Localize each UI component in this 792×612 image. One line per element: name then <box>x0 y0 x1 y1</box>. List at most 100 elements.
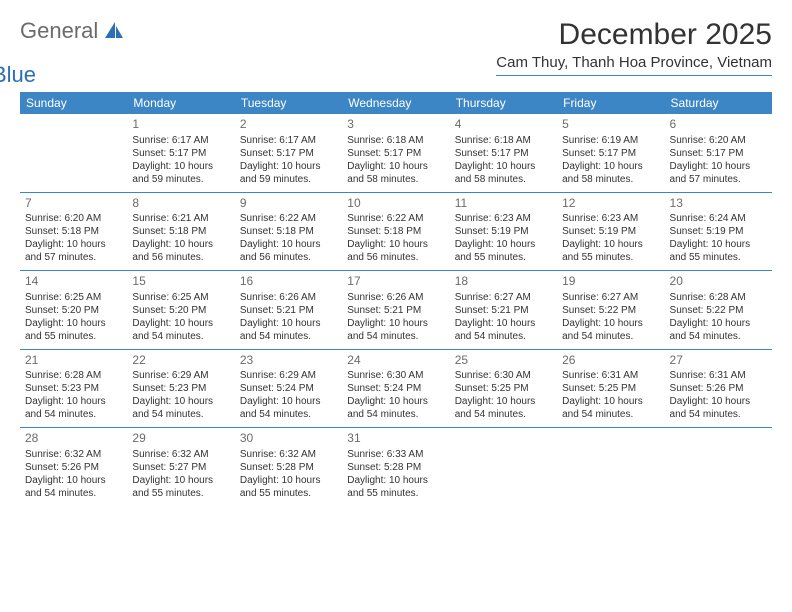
weeks-container: 1Sunrise: 6:17 AMSunset: 5:17 PMDaylight… <box>20 114 772 506</box>
sunset-text: Sunset: 5:17 PM <box>240 147 337 160</box>
daylight-text: Daylight: 10 hours and 54 minutes. <box>455 317 552 343</box>
day-number: 21 <box>25 353 122 369</box>
day-headers-row: SundayMondayTuesdayWednesdayThursdayFrid… <box>20 92 772 114</box>
day-cell: 20Sunrise: 6:28 AMSunset: 5:22 PMDayligh… <box>665 271 772 349</box>
day-cell: 16Sunrise: 6:26 AMSunset: 5:21 PMDayligh… <box>235 271 342 349</box>
day-cell: 29Sunrise: 6:32 AMSunset: 5:27 PMDayligh… <box>127 428 234 506</box>
day-cell <box>557 428 664 506</box>
day-number: 9 <box>240 196 337 212</box>
page-title: December 2025 <box>496 18 772 52</box>
day-cell: 24Sunrise: 6:30 AMSunset: 5:24 PMDayligh… <box>342 350 449 428</box>
daylight-text: Daylight: 10 hours and 57 minutes. <box>25 238 122 264</box>
daylight-text: Daylight: 10 hours and 59 minutes. <box>132 160 229 186</box>
daylight-text: Daylight: 10 hours and 56 minutes. <box>347 238 444 264</box>
header: General Blue December 2025 Cam Thuy, Tha… <box>20 18 772 88</box>
sunset-text: Sunset: 5:19 PM <box>562 225 659 238</box>
sail-icon <box>103 27 125 44</box>
daylight-text: Daylight: 10 hours and 55 minutes. <box>670 238 767 264</box>
sunset-text: Sunset: 5:21 PM <box>455 304 552 317</box>
sunset-text: Sunset: 5:28 PM <box>347 461 444 474</box>
day-number: 18 <box>455 274 552 290</box>
day-number: 28 <box>25 431 122 447</box>
day-cell: 27Sunrise: 6:31 AMSunset: 5:26 PMDayligh… <box>665 350 772 428</box>
sunset-text: Sunset: 5:17 PM <box>132 147 229 160</box>
daylight-text: Daylight: 10 hours and 55 minutes. <box>347 474 444 500</box>
sunrise-text: Sunrise: 6:32 AM <box>240 448 337 461</box>
day-number: 30 <box>240 431 337 447</box>
sunset-text: Sunset: 5:21 PM <box>347 304 444 317</box>
sunrise-text: Sunrise: 6:19 AM <box>562 134 659 147</box>
day-cell: 25Sunrise: 6:30 AMSunset: 5:25 PMDayligh… <box>450 350 557 428</box>
day-cell <box>665 428 772 506</box>
sunrise-text: Sunrise: 6:22 AM <box>347 212 444 225</box>
day-number: 11 <box>455 196 552 212</box>
daylight-text: Daylight: 10 hours and 56 minutes. <box>240 238 337 264</box>
day-cell: 3Sunrise: 6:18 AMSunset: 5:17 PMDaylight… <box>342 114 449 192</box>
calendar: SundayMondayTuesdayWednesdayThursdayFrid… <box>20 92 772 506</box>
day-number: 7 <box>25 196 122 212</box>
daylight-text: Daylight: 10 hours and 54 minutes. <box>25 474 122 500</box>
day-cell: 6Sunrise: 6:20 AMSunset: 5:17 PMDaylight… <box>665 114 772 192</box>
day-cell <box>20 114 127 192</box>
day-cell: 13Sunrise: 6:24 AMSunset: 5:19 PMDayligh… <box>665 193 772 271</box>
sunrise-text: Sunrise: 6:17 AM <box>240 134 337 147</box>
daylight-text: Daylight: 10 hours and 54 minutes. <box>455 395 552 421</box>
day-number: 27 <box>670 353 767 369</box>
daylight-text: Daylight: 10 hours and 54 minutes. <box>562 395 659 421</box>
daylight-text: Daylight: 10 hours and 58 minutes. <box>455 160 552 186</box>
day-cell: 26Sunrise: 6:31 AMSunset: 5:25 PMDayligh… <box>557 350 664 428</box>
day-header: Tuesday <box>235 92 342 114</box>
sunrise-text: Sunrise: 6:18 AM <box>455 134 552 147</box>
sunset-text: Sunset: 5:22 PM <box>670 304 767 317</box>
day-number: 8 <box>132 196 229 212</box>
day-cell: 23Sunrise: 6:29 AMSunset: 5:24 PMDayligh… <box>235 350 342 428</box>
sunrise-text: Sunrise: 6:25 AM <box>132 291 229 304</box>
day-cell: 30Sunrise: 6:32 AMSunset: 5:28 PMDayligh… <box>235 428 342 506</box>
day-cell: 7Sunrise: 6:20 AMSunset: 5:18 PMDaylight… <box>20 193 127 271</box>
sunrise-text: Sunrise: 6:26 AM <box>240 291 337 304</box>
sunset-text: Sunset: 5:28 PM <box>240 461 337 474</box>
sunset-text: Sunset: 5:17 PM <box>670 147 767 160</box>
day-cell: 19Sunrise: 6:27 AMSunset: 5:22 PMDayligh… <box>557 271 664 349</box>
day-header: Wednesday <box>342 92 449 114</box>
daylight-text: Daylight: 10 hours and 55 minutes. <box>240 474 337 500</box>
daylight-text: Daylight: 10 hours and 55 minutes. <box>25 317 122 343</box>
daylight-text: Daylight: 10 hours and 54 minutes. <box>562 317 659 343</box>
daylight-text: Daylight: 10 hours and 54 minutes. <box>25 395 122 421</box>
daylight-text: Daylight: 10 hours and 54 minutes. <box>347 395 444 421</box>
day-number: 17 <box>347 274 444 290</box>
day-cell: 31Sunrise: 6:33 AMSunset: 5:28 PMDayligh… <box>342 428 449 506</box>
week-row: 28Sunrise: 6:32 AMSunset: 5:26 PMDayligh… <box>20 428 772 506</box>
sunrise-text: Sunrise: 6:28 AM <box>25 369 122 382</box>
day-header: Friday <box>557 92 664 114</box>
sunset-text: Sunset: 5:17 PM <box>562 147 659 160</box>
sunrise-text: Sunrise: 6:31 AM <box>670 369 767 382</box>
sunset-text: Sunset: 5:21 PM <box>240 304 337 317</box>
day-number: 3 <box>347 117 444 133</box>
day-number: 20 <box>670 274 767 290</box>
sunset-text: Sunset: 5:18 PM <box>240 225 337 238</box>
daylight-text: Daylight: 10 hours and 55 minutes. <box>455 238 552 264</box>
daylight-text: Daylight: 10 hours and 54 minutes. <box>670 395 767 421</box>
daylight-text: Daylight: 10 hours and 58 minutes. <box>347 160 444 186</box>
week-row: 1Sunrise: 6:17 AMSunset: 5:17 PMDaylight… <box>20 114 772 193</box>
day-number: 26 <box>562 353 659 369</box>
sunset-text: Sunset: 5:18 PM <box>132 225 229 238</box>
sunrise-text: Sunrise: 6:23 AM <box>562 212 659 225</box>
sunset-text: Sunset: 5:17 PM <box>455 147 552 160</box>
day-cell: 21Sunrise: 6:28 AMSunset: 5:23 PMDayligh… <box>20 350 127 428</box>
daylight-text: Daylight: 10 hours and 59 minutes. <box>240 160 337 186</box>
sunrise-text: Sunrise: 6:27 AM <box>455 291 552 304</box>
sunset-text: Sunset: 5:18 PM <box>25 225 122 238</box>
day-cell: 9Sunrise: 6:22 AMSunset: 5:18 PMDaylight… <box>235 193 342 271</box>
day-cell: 1Sunrise: 6:17 AMSunset: 5:17 PMDaylight… <box>127 114 234 192</box>
sunset-text: Sunset: 5:19 PM <box>670 225 767 238</box>
sunset-text: Sunset: 5:26 PM <box>670 382 767 395</box>
day-cell: 18Sunrise: 6:27 AMSunset: 5:21 PMDayligh… <box>450 271 557 349</box>
day-cell: 5Sunrise: 6:19 AMSunset: 5:17 PMDaylight… <box>557 114 664 192</box>
sunrise-text: Sunrise: 6:26 AM <box>347 291 444 304</box>
sunrise-text: Sunrise: 6:20 AM <box>670 134 767 147</box>
day-number: 4 <box>455 117 552 133</box>
day-number: 25 <box>455 353 552 369</box>
daylight-text: Daylight: 10 hours and 58 minutes. <box>562 160 659 186</box>
